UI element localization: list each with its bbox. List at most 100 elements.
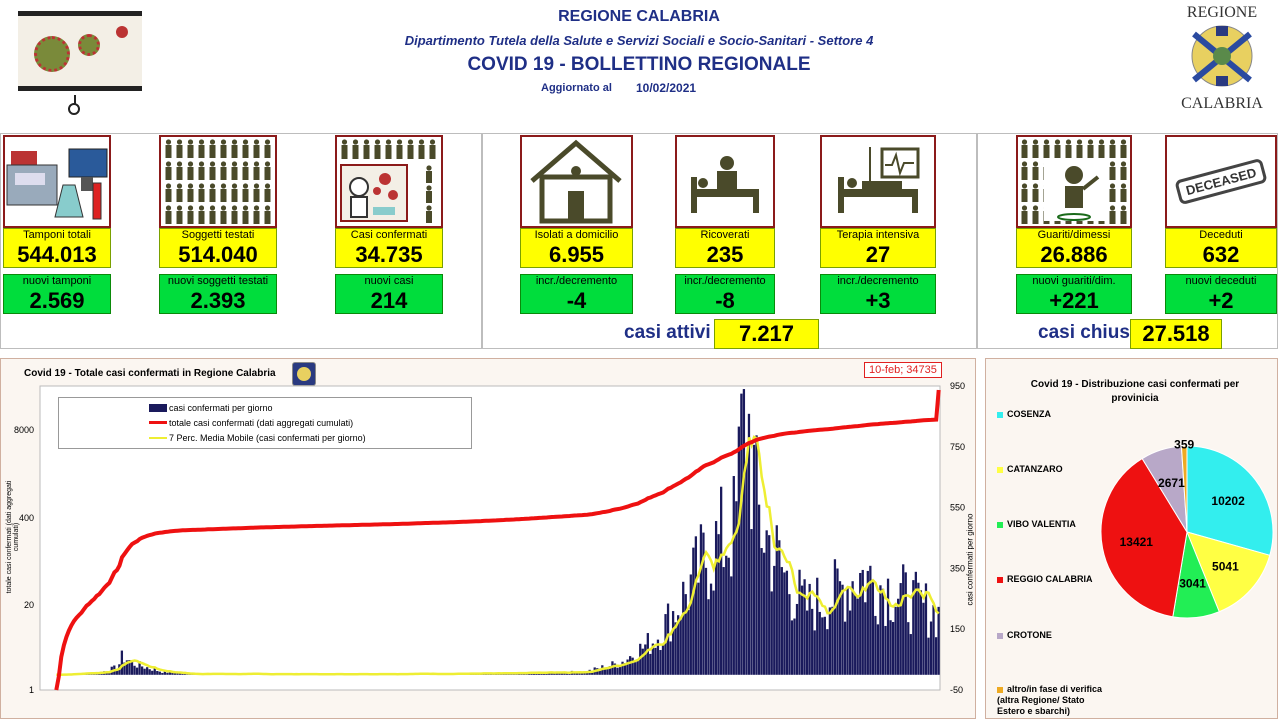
daily-bar (702, 532, 705, 675)
daily-bar (811, 608, 814, 675)
daily-bar (768, 535, 771, 675)
person-icon (1021, 205, 1028, 224)
daily-bar (876, 624, 880, 675)
nuovi-guariti-label: nuovi guariti/dim. (1016, 274, 1132, 287)
daily-bar (664, 614, 667, 675)
right-tick-label: 350 (950, 563, 965, 573)
daily-bar (790, 620, 794, 675)
daily-bar (894, 606, 897, 675)
person-icon (1043, 139, 1050, 158)
legend-swatch (997, 411, 1003, 418)
cumulative-line (54, 389, 941, 691)
daily-bar (568, 673, 571, 675)
daily-bar (649, 653, 652, 675)
person-icon (264, 183, 271, 202)
terapia-incr-label: incr./decremento (820, 274, 936, 287)
legend-label: REGGIO CALABRIA (1007, 574, 1093, 584)
person-icon (1109, 205, 1116, 224)
nuovi-soggetti-label: nuovi soggetti testati (159, 274, 277, 287)
daily-bar (128, 660, 131, 675)
daily-bar (586, 672, 589, 675)
person-icon (1109, 161, 1116, 180)
daily-bar (848, 610, 852, 675)
daily-bar (803, 579, 806, 675)
daily-bar (727, 557, 730, 675)
daily-bar (608, 666, 612, 675)
daily-bar (560, 672, 563, 675)
daily-bar (171, 672, 174, 675)
daily-bar (783, 572, 786, 675)
daily-bar (659, 650, 662, 675)
right-tick-label: 950 (950, 381, 965, 391)
legend-item-vibo: VIBO VALENTIA (997, 519, 1076, 529)
daily-bar (886, 578, 890, 675)
daily-bar (621, 661, 624, 675)
daily-bar (884, 625, 887, 675)
daily-bar (891, 621, 895, 675)
daily-bar (899, 583, 902, 675)
daily-bar (153, 668, 156, 675)
legend-swatch (997, 521, 1003, 528)
person-icon (231, 139, 238, 158)
daily-bar (163, 670, 167, 675)
daily-bar (125, 660, 129, 675)
person-icon (407, 139, 414, 159)
legend-item-cosenza: COSENZA (997, 409, 1051, 419)
person-icon (231, 183, 238, 202)
daily-bar (133, 665, 136, 675)
legend-item-reggio: REGGIO CALABRIA (997, 574, 1093, 584)
person-icon (198, 139, 205, 158)
person-icon (176, 183, 183, 202)
legend-item-crotone: CROTONE (997, 630, 1052, 640)
nuovi-deceduti-label: nuovi deceduti (1165, 274, 1277, 287)
chart-callout: 10-feb; 34735 (864, 362, 942, 378)
legend-item-cumulative: totale casi confermati (dati aggregati c… (149, 415, 471, 430)
recovered-person-icon (1044, 161, 1106, 221)
daily-bar (818, 611, 821, 675)
daily-bar (725, 555, 728, 675)
person-icon (264, 161, 271, 180)
person-icon (165, 161, 172, 180)
daily-bar (821, 617, 824, 675)
right-tick-label: 750 (950, 442, 965, 452)
daily-bar (856, 598, 859, 675)
house-icon (520, 135, 633, 228)
daily-bar (826, 629, 829, 675)
right-tick-label: -50 (950, 685, 963, 695)
person-icon (198, 205, 205, 224)
person-icon (1032, 161, 1039, 180)
ricoverati-value: 235 (675, 241, 775, 268)
daily-bar (841, 584, 844, 675)
nuovi-casi-value: 214 (335, 287, 443, 314)
person-icon (1065, 139, 1072, 158)
pie-value-label: 10202 (1211, 494, 1245, 508)
daily-bar (616, 667, 619, 675)
daily-bar (674, 622, 677, 675)
daily-bar (912, 580, 915, 675)
legend-swatch (997, 632, 1003, 639)
daily-bar (843, 621, 847, 675)
legend-label: 7 Perc. Media Mobile (casi confermati pe… (169, 432, 366, 443)
daily-bar (611, 661, 614, 675)
daily-bar (740, 393, 743, 675)
daily-bar (861, 569, 864, 675)
province-pie-chart: 10202 5041 3041 13421 2671 359 (1100, 440, 1274, 619)
person-icon (176, 205, 183, 224)
daily-bar (773, 565, 776, 675)
logo-top-text: REGIONE (1186, 4, 1258, 21)
person-icon (231, 205, 238, 224)
legend-label: COSENZA (1007, 409, 1052, 419)
person-icon (253, 139, 260, 158)
ricoverati-incr-label: incr./decremento (675, 274, 775, 287)
daily-bar (679, 619, 682, 675)
daily-bar (722, 567, 725, 675)
isolati-incr-value: -4 (520, 287, 633, 314)
person-icon (426, 185, 432, 203)
daily-bar (735, 501, 738, 675)
daily-bar (161, 672, 164, 675)
lab-test-icon (3, 135, 111, 228)
daily-bar (934, 637, 938, 675)
region-title: REGIONE CALABRIA (558, 8, 720, 25)
daily-bar (770, 591, 773, 675)
daily-bar (780, 567, 783, 675)
